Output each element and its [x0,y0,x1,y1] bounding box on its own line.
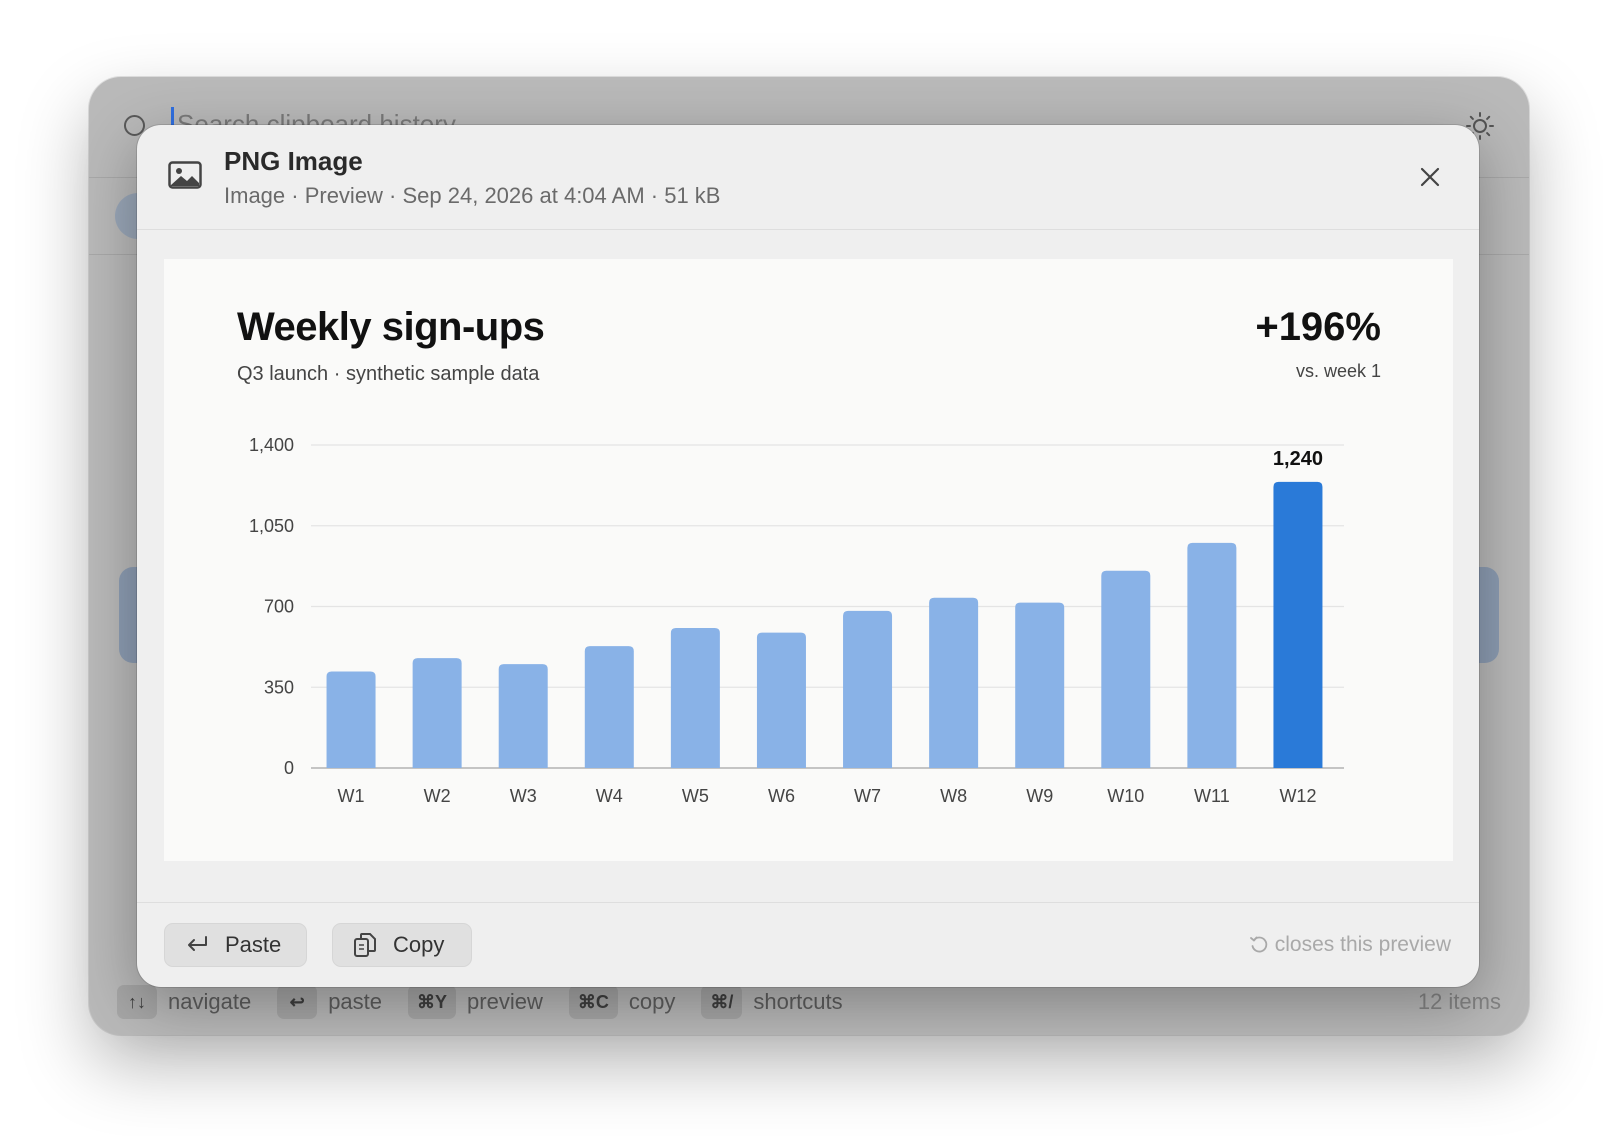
bar [412,658,462,768]
bar [1101,570,1151,768]
x-tick-label: W12 [1279,786,1316,806]
preview-header: PNG Image Image · Preview · Sep 24, 2026… [137,125,1479,229]
hint-label: navigate [168,989,252,1014]
hint-preview: ⌘Y preview [408,985,543,1019]
hint-label: paste [328,989,383,1014]
close-button[interactable] [1415,162,1445,192]
footer-divider [137,902,1479,903]
kbd-key: ⌘/ [701,985,743,1019]
x-tick-label: W10 [1107,786,1144,806]
kbd-key: ↩ [277,985,318,1019]
x-tick-label: W1 [338,786,365,806]
x-tick-label: W9 [1026,786,1053,806]
hint-copy: ⌘C copy [568,985,676,1019]
preview-title: PNG Image [224,146,363,176]
sun-icon[interactable] [1465,111,1495,141]
search-icon [124,115,145,136]
bar [1015,602,1065,768]
y-tick-label: 0 [284,758,294,778]
chart-subtitle: Q3 launch · synthetic sample data [237,363,540,385]
bar-chart: 0 350 700 1,050 1,400 W1 W2 W3 W4 W5 W6 W7 W8 W9 W10 W1… [249,435,1344,806]
x-tick-label: W4 [596,786,623,806]
preview-modal: PNG Image Image · Preview · Sep 24, 2026… [137,125,1479,987]
bar [584,646,634,768]
footer-hint: closes this preview [1249,933,1451,957]
y-tick-label: 1,400 [249,435,294,455]
y-tick-label: 350 [264,677,294,697]
x-tick-label: W6 [768,786,795,806]
paste-button[interactable]: Paste [164,923,307,967]
bar [756,632,806,768]
hint-label: preview [467,989,543,1014]
undo-icon [1249,936,1267,953]
x-tick-label: W8 [940,786,967,806]
x-tick-label: W3 [510,786,537,806]
chart-stat-label: vs. week 1 [1295,361,1381,381]
copy-label: Copy [393,932,445,957]
hint-paste: ↩ paste [277,985,382,1019]
kbd-key: ↑↓ [117,985,157,1019]
y-tick-label: 1,050 [249,516,294,536]
chart-stat: +196% [1255,305,1381,349]
bar [498,664,548,768]
hint-shortcuts: ⌘/ shortcuts [701,985,843,1019]
image-icon [168,161,202,189]
bar [843,610,893,768]
bar [1187,542,1237,768]
shortcut-footer: ↑↓ navigate ↩ paste ⌘Y preview ⌘C copy ⌘… [89,969,1529,1035]
footer-hint-text: closes this preview [1274,933,1451,956]
return-icon [188,936,207,951]
y-tick-label: 700 [264,597,294,617]
x-tick-label: W2 [424,786,451,806]
text-caret [171,107,174,137]
hint-navigate: ↑↓ navigate [117,985,251,1019]
header-divider [137,229,1479,230]
kbd-key: ⌘Y [408,985,457,1019]
hint-label: copy [628,989,676,1014]
x-tick-label: W7 [854,786,881,806]
bar [670,627,720,768]
preview-meta: Image · Preview · Sep 24, 2026 at 4:04 A… [224,183,721,208]
preview-footer: Paste Copy closes this preview [137,903,1479,987]
data-label: 1,240 [1273,448,1323,470]
items-count: 12 items [1417,989,1501,1014]
bar [326,671,376,768]
image-preview: Weekly sign-ups Q3 launch · synthetic sa… [164,259,1453,861]
copy-icon [354,933,376,957]
x-tick-label: W11 [1194,786,1230,806]
bar [1273,481,1323,768]
paste-label: Paste [225,932,282,957]
kbd-key: ⌘C [568,985,618,1019]
close-icon [1420,167,1440,187]
chart-title: Weekly sign-ups [237,305,545,349]
hint-label: shortcuts [753,989,843,1014]
x-tick-label: W5 [682,786,709,806]
bar [929,597,979,768]
copy-button[interactable]: Copy [332,923,472,967]
